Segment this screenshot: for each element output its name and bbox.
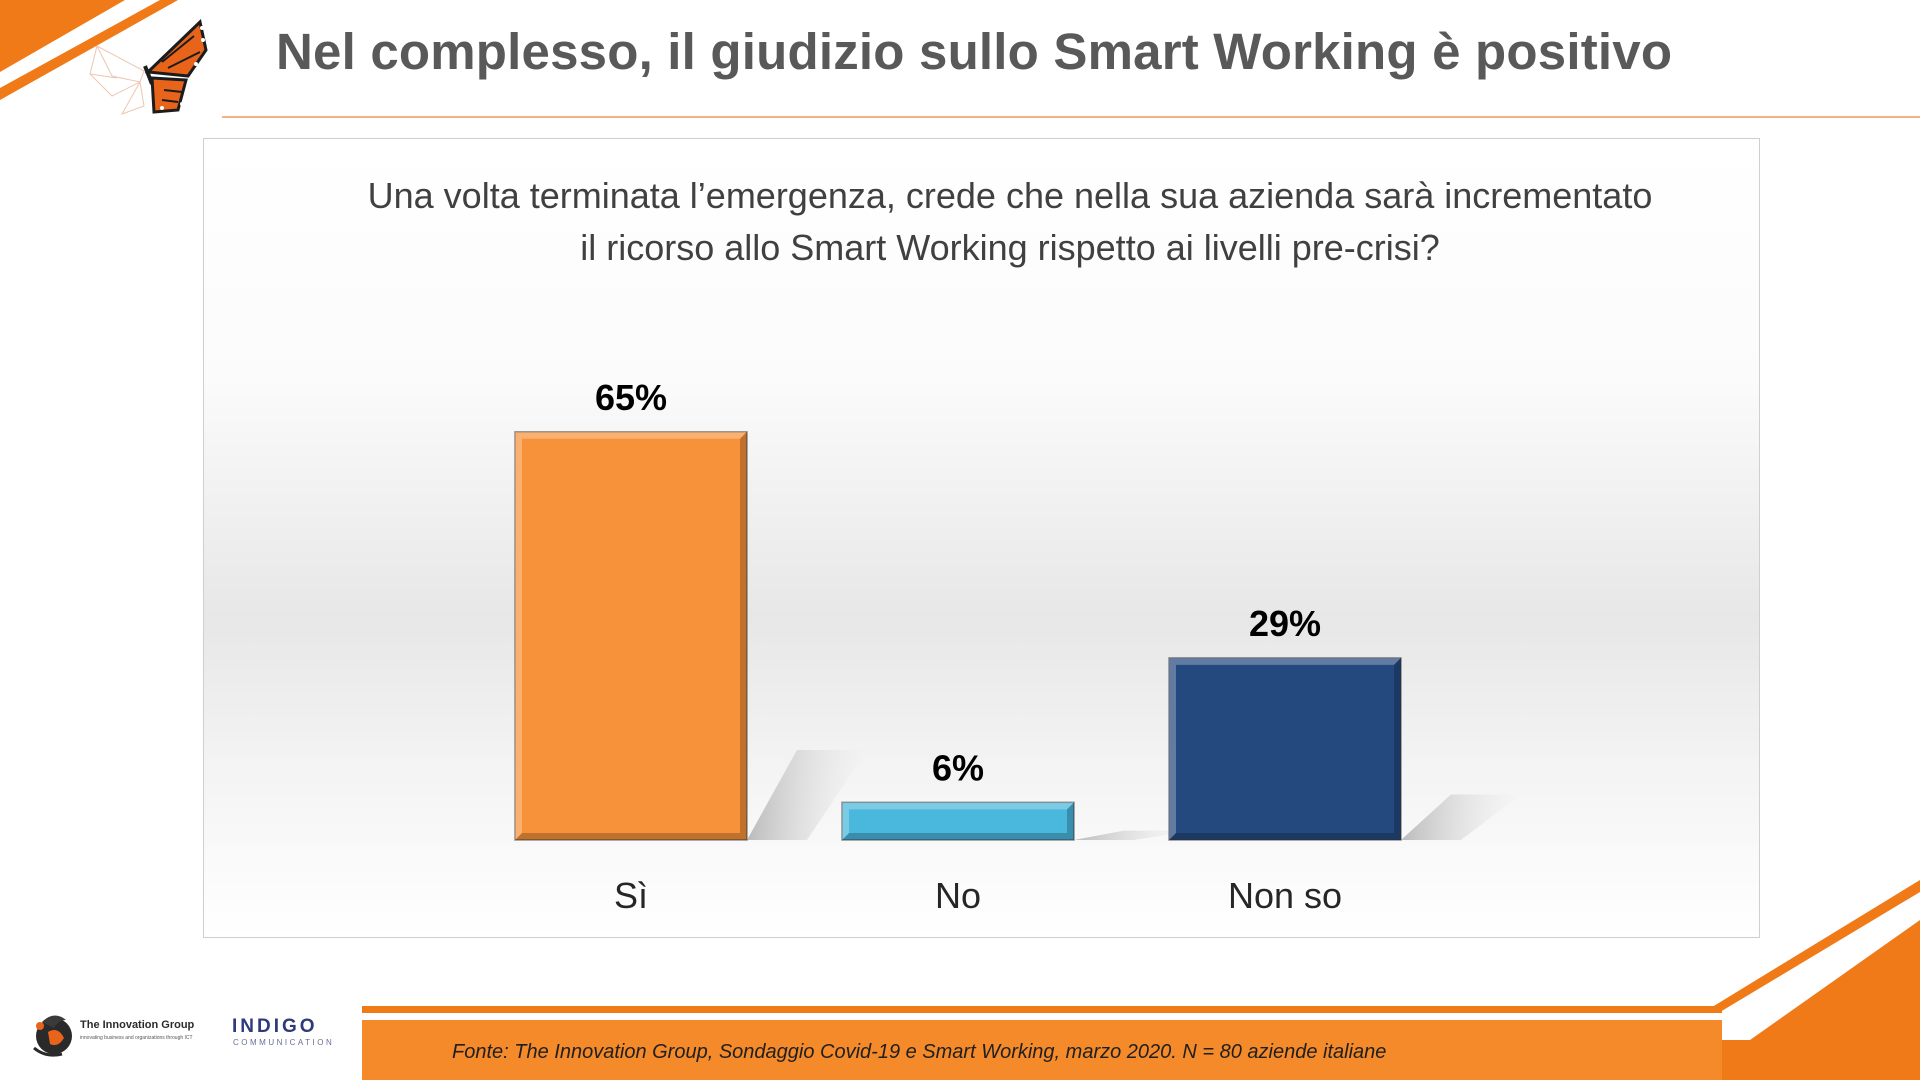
footer-bar xyxy=(362,1020,1722,1080)
category-label-non-so: Non so xyxy=(1228,875,1342,916)
bar-non-so xyxy=(1168,657,1402,841)
innovation-group-name: The Innovation Group xyxy=(80,1019,195,1031)
innovation-group-tagline: innovating business and organizations th… xyxy=(80,1035,193,1041)
monarch-butterfly-icon xyxy=(89,19,208,115)
bar-no xyxy=(841,801,1075,841)
chart-question: Una volta terminata l’emergenza, crede c… xyxy=(367,175,1653,268)
category-label-si: Sì xyxy=(614,875,648,916)
data-label-si: 65% xyxy=(595,377,667,418)
bottom-right-stripes xyxy=(1660,880,1920,1080)
bar-bevel-light-no xyxy=(842,802,1074,840)
title-divider xyxy=(222,116,1920,118)
footer-line xyxy=(362,1006,1722,1013)
bar-si xyxy=(514,431,748,841)
data-label-no: 6% xyxy=(932,747,984,788)
indigo-logo-name: INDIGO xyxy=(232,1016,318,1037)
source-note: Fonte: The Innovation Group, Sondaggio C… xyxy=(452,1041,1387,1063)
data-label-non-so: 29% xyxy=(1249,603,1321,644)
bar-bevel-dark-no xyxy=(842,802,1074,840)
innovation-group-logo-icon xyxy=(33,1015,72,1057)
indigo-logo-sub: COMMUNICATION xyxy=(233,1038,335,1047)
bar-shadow-no xyxy=(1074,830,1194,840)
bar-shadow-si xyxy=(747,750,867,840)
page-title: Nel complesso, il giudizio sullo Smart W… xyxy=(276,23,1673,80)
top-left-stripes xyxy=(0,0,178,100)
bar-shadow-non-so xyxy=(1401,794,1521,840)
category-label-no: No xyxy=(935,875,981,916)
